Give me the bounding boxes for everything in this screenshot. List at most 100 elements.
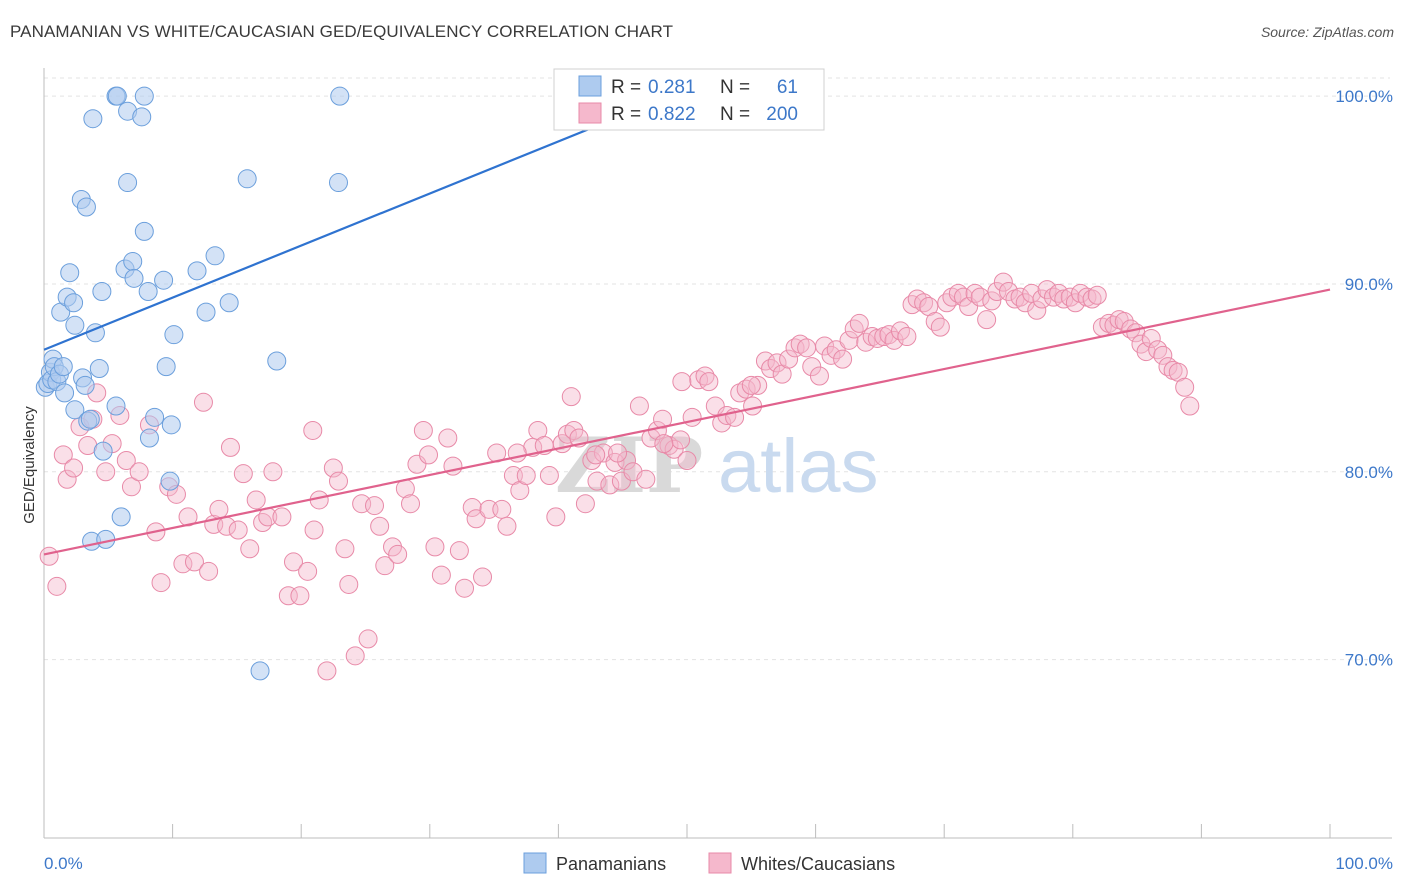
panamanians-point-49 bbox=[187, 261, 207, 281]
whites-point-190 bbox=[1175, 377, 1195, 397]
legend-r-label-2: R = bbox=[611, 104, 641, 125]
panamanians-point-8 bbox=[53, 357, 73, 377]
panamanians-point-40 bbox=[134, 86, 154, 106]
whites-point-99 bbox=[653, 409, 673, 429]
whites-point-13 bbox=[121, 477, 141, 497]
panamanians-point-38 bbox=[132, 107, 152, 127]
bottom-legend: Panamanians Whites/Caucasians bbox=[523, 852, 895, 874]
whites-point-90 bbox=[600, 475, 620, 495]
legend-n-label-1: N = bbox=[720, 77, 750, 98]
whites-point-163 bbox=[1027, 300, 1047, 320]
y-axis-title: GED/Equivalency bbox=[21, 406, 38, 524]
panamanians-point-17 bbox=[75, 375, 95, 395]
y-tick-label-80: 80.0% bbox=[1345, 463, 1393, 482]
whites-point-1 bbox=[47, 576, 67, 596]
panamanians-point-14 bbox=[65, 315, 85, 335]
whites-point-149 bbox=[948, 283, 968, 303]
whites-point-143 bbox=[914, 293, 934, 313]
whites-point-36 bbox=[272, 507, 292, 527]
whites-point-146 bbox=[930, 317, 950, 337]
whites-point-96 bbox=[636, 469, 656, 489]
whites-point-43 bbox=[317, 661, 337, 681]
whites-point-26 bbox=[209, 499, 229, 519]
whites-point-83 bbox=[557, 424, 577, 444]
whites-point-60 bbox=[419, 445, 439, 465]
whites-point-30 bbox=[233, 464, 253, 484]
whites-point-122 bbox=[790, 334, 810, 354]
panamanians-trend-line bbox=[43, 85, 694, 351]
panamanians-point-50 bbox=[196, 302, 216, 322]
whites-point-168 bbox=[1054, 289, 1074, 309]
whites-point-32 bbox=[246, 490, 266, 510]
whites-point-104 bbox=[682, 407, 702, 427]
whites-point-132 bbox=[849, 313, 869, 333]
whites-point-76 bbox=[516, 466, 536, 486]
whites-point-81 bbox=[546, 507, 566, 527]
y-tick-label-90: 90.0% bbox=[1345, 275, 1393, 294]
whites-point-51 bbox=[365, 496, 385, 516]
panamanians-point-29 bbox=[107, 86, 127, 106]
whites-point-130 bbox=[839, 330, 859, 350]
whites-point-128 bbox=[826, 340, 846, 360]
whites-point-114 bbox=[743, 396, 763, 416]
whites-point-131 bbox=[844, 319, 864, 339]
panamanians-point-47 bbox=[161, 415, 181, 435]
whites-point-199 bbox=[608, 443, 628, 463]
whites-point-50 bbox=[358, 629, 378, 649]
whites-point-23 bbox=[193, 392, 213, 412]
whites-point-80 bbox=[539, 466, 559, 486]
whites-point-69 bbox=[473, 567, 493, 587]
whites-point-103 bbox=[677, 451, 697, 471]
whites-point-41 bbox=[304, 520, 324, 540]
x-tick-labels: 0.0% 100.0% bbox=[44, 854, 1393, 873]
whites-point-37 bbox=[278, 586, 298, 606]
whites-point-198 bbox=[303, 420, 323, 440]
panamanians-point-15 bbox=[65, 400, 85, 420]
whites-point-118 bbox=[767, 353, 787, 373]
whites-point-2 bbox=[53, 445, 73, 465]
whites-point-39 bbox=[290, 586, 310, 606]
panamanians-point-52 bbox=[219, 293, 239, 313]
panamanians-point-25 bbox=[93, 441, 113, 461]
whites-point-125 bbox=[809, 366, 829, 386]
whites-point-126 bbox=[815, 336, 835, 356]
legend-swatch-blue bbox=[578, 75, 602, 97]
whites-point-169 bbox=[1060, 287, 1080, 307]
whites-point-17 bbox=[151, 573, 171, 593]
whites-point-112 bbox=[730, 383, 750, 403]
watermark-zip: ZIP bbox=[555, 421, 703, 510]
whites-point-141 bbox=[902, 295, 922, 315]
whites-point-67 bbox=[462, 497, 482, 517]
whites-point-194 bbox=[672, 372, 692, 392]
chart-title: PANAMANIAN VS WHITE/CAUCASIAN GED/EQUIVA… bbox=[10, 22, 674, 41]
bottom-legend-swatch-blue bbox=[523, 852, 547, 874]
top-legend: R = 0.281 N = 61 R = 0.822 N = 200 bbox=[553, 68, 825, 131]
panamanians-point-46 bbox=[160, 471, 180, 491]
whites-trend-line bbox=[43, 288, 1331, 556]
source-label: Source: ZipAtlas.com bbox=[1260, 24, 1394, 40]
whites-point-106 bbox=[695, 366, 715, 386]
whites-point-20 bbox=[173, 554, 193, 574]
whites-point-153 bbox=[970, 287, 990, 307]
whites-point-22 bbox=[184, 552, 204, 572]
whites-point-145 bbox=[925, 312, 945, 332]
whites-caucasians-points bbox=[39, 272, 1200, 681]
panamanians-point-13 bbox=[64, 293, 84, 313]
whites-point-59 bbox=[413, 420, 433, 440]
panamanians-point-43 bbox=[145, 407, 165, 427]
whites-point-88 bbox=[587, 471, 607, 491]
whites-point-179 bbox=[1114, 312, 1134, 332]
whites-point-45 bbox=[328, 471, 348, 491]
whites-point-12 bbox=[116, 451, 136, 471]
y-tick-label-70: 70.0% bbox=[1345, 651, 1393, 670]
whites-point-191 bbox=[1180, 396, 1200, 416]
panamanians-point-21 bbox=[80, 409, 100, 429]
panamanians-point-24 bbox=[92, 281, 112, 301]
whites-point-28 bbox=[220, 437, 240, 457]
whites-point-55 bbox=[388, 544, 408, 564]
panamanians-points bbox=[35, 86, 702, 681]
whites-point-174 bbox=[1087, 285, 1107, 305]
whites-point-52 bbox=[370, 516, 390, 536]
panamanians-point-23 bbox=[89, 358, 109, 378]
